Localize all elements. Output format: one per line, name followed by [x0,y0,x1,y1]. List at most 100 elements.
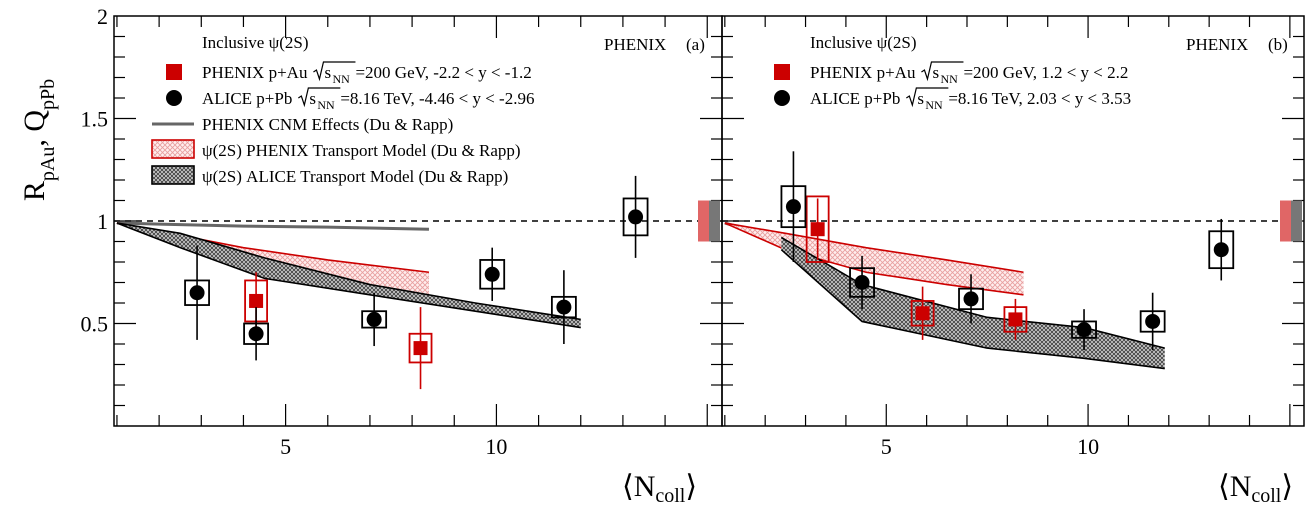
syst-error-box [550,295,577,319]
legend-model-label: PHENIX CNM Effects (Du & Rapp) [202,115,453,134]
model-band-lower [116,222,581,329]
model-band [724,223,1024,295]
y-tick-label: 1 [97,209,108,234]
sqrt-sign [906,87,949,108]
legend-sqrt-snn: s NN [313,61,356,86]
y-axis-title: RpAu, QpPb [18,79,59,201]
syst-error-box [1139,310,1166,333]
x-tick-label: 10 [1077,434,1099,459]
data-point-square [915,306,930,321]
y-axis-title-sub2: pPb [37,79,59,110]
sqrt-s-label: s [917,89,924,108]
panel-label: (b) [1268,35,1288,54]
sqrt-sign [313,61,356,82]
legend-title: Inclusive ψ(2S) [202,33,308,52]
syst-error-box [184,279,210,306]
syst-error-box [1071,320,1097,339]
syst-error-box [958,287,984,311]
data-point-circle [484,266,500,282]
data-point-square [810,222,825,237]
model-band-upper [116,222,581,321]
syst-error-box [910,300,935,327]
sqrt-s-label: s [932,63,939,82]
legend-entry-tail: =8.16 TeV, -4.46 < y < -2.96 [340,89,534,108]
x-axis-title-left-sub: coll [655,485,685,507]
data-point-circle [785,199,801,215]
x-axis-title-right-open: ⟨N [1218,470,1251,503]
y-tick-label: 1.5 [81,107,109,132]
sqrt-sign [298,87,341,108]
data-point-square [249,293,264,308]
syst-error-box [780,185,807,229]
sqrt-s-sub: NN [332,72,350,86]
legend-model-label: ψ(2S) PHENIX Transport Model (Du & Rapp) [202,141,521,160]
panel-label: (a) [686,35,705,54]
x-axis-title-left-close: ⟩ [685,470,697,503]
legend-sqrt-snn: s NN [921,61,964,86]
legend-marker-square [774,64,790,80]
global-uncertainty-box [1291,200,1302,242]
x-tick-label: 10 [485,434,507,459]
data-point-circle [556,299,572,315]
syst-error-box [1003,306,1028,333]
legend-entry-tail: =200 GeV, 1.2 < y < 2.2 [963,63,1128,82]
legend-marker-circle [774,90,790,106]
syst-error-box [849,267,875,298]
sqrt-sign [921,61,964,82]
y-tick-label: 2 [97,4,108,29]
data-point-circle [1076,322,1092,338]
y-axis-title-sub1: pAu [37,147,59,181]
legend-entry-label: PHENIX p+Au [202,63,308,82]
sqrt-s-sub: NN [925,98,943,112]
syst-error-box [408,332,433,364]
x-tick-label: 5 [881,434,892,459]
model-band-lower [780,249,1165,370]
sqrt-s-sub: NN [940,72,958,86]
data-point-circle [189,285,205,301]
sqrt-s-label: s [324,63,331,82]
legend-entry-label: ALICE p+Pb [810,89,900,108]
data-point-circle [628,209,644,225]
legend-sqrt-snn: s NN [906,87,949,112]
panel-a: 5 10 0.5 1 1.5 2 Inclusive ψ(2S) PHENIX (a) PHENI… [81,4,723,459]
data-point-circle [963,291,979,307]
data-point-square [413,341,428,356]
legend-model-band [151,165,195,185]
legend-entry-tail: =8.16 TeV, 2.03 < y < 3.53 [948,89,1131,108]
data-point-circle [854,275,870,290]
syst-error-box [1208,230,1235,270]
legend-model-label: ψ(2S) ALICE Transport Model (Du & Rapp) [202,167,508,186]
global-uncertainty-box [698,200,709,242]
syst-error-box [361,310,388,329]
syst-error-box [805,195,830,263]
syst-error-box [622,197,649,237]
legend-entry-label: ALICE p+Pb [202,89,292,108]
sqrt-s-sub: NN [317,98,335,112]
model-band-upper [780,236,1165,349]
legend-title: Inclusive ψ(2S) [810,33,916,52]
legend-entry-label: PHENIX p+Au [810,63,916,82]
data-point-circle [1145,313,1161,329]
syst-error-box [479,259,506,290]
data-point-square [1008,312,1023,327]
x-axis-title-right: ⟨Ncoll⟩ [1218,470,1293,507]
legend-marker-square [166,64,182,80]
experiment-label: PHENIX [604,35,666,54]
model-band-upper [724,222,1024,274]
syst-error-box [243,322,269,345]
y-axis-title-main: R [18,181,51,201]
model-line [116,221,429,231]
data-point-circle [1213,242,1229,258]
model-band [781,237,1165,369]
legend-marker-circle [166,90,182,106]
x-tick-label: 5 [280,434,291,459]
x-axis-title-left: ⟨Ncoll⟩ [622,470,697,507]
legend-sqrt-snn: s NN [298,87,341,112]
global-uncertainty-box [709,200,720,242]
global-uncertainty-box [1280,200,1291,242]
data-point-circle [248,326,264,342]
experiment-label: PHENIX [1186,35,1248,54]
x-axis-title-right-close: ⟩ [1281,470,1293,503]
y-tick-label: 0.5 [81,312,109,337]
